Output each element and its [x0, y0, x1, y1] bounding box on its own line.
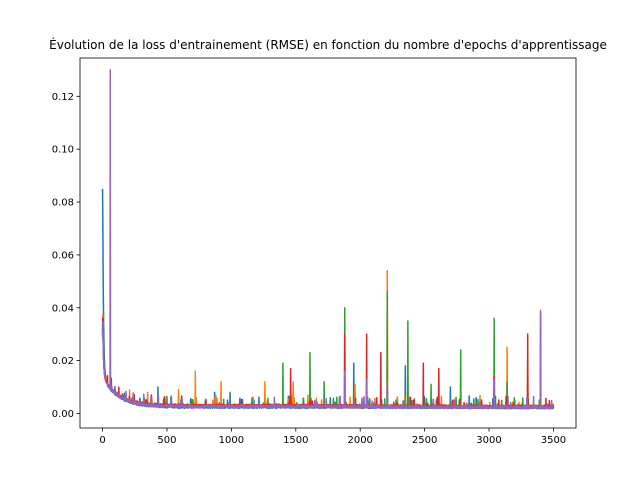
y-tick-label: 0.10 — [52, 145, 74, 156]
x-tick-label: 3500 — [541, 435, 566, 446]
plot-area — [80, 58, 576, 428]
x-tick-label: 3000 — [476, 435, 501, 446]
y-tick-label: 0.06 — [52, 250, 74, 261]
x-tick-label: 0 — [99, 435, 105, 446]
y-tick-label: 0.00 — [52, 409, 74, 420]
y-tick-label: 0.02 — [52, 356, 74, 367]
chart-title: Évolution de la loss d'entrainement (RMS… — [49, 37, 607, 52]
y-tick-label: 0.04 — [52, 303, 74, 314]
axes-frame — [79, 57, 577, 429]
x-tick-label: 2500 — [412, 435, 437, 446]
y-tick-label: 0.12 — [52, 92, 74, 103]
x-tick-label: 1500 — [283, 435, 308, 446]
x-tick-label: 1000 — [219, 435, 244, 446]
x-tick-label: 2000 — [347, 435, 372, 446]
y-tick-label: 0.08 — [52, 198, 74, 209]
axes-layer: 0 500 1000 1500 2000 2500 3000 3500 0.00 0.02 0.04… — [52, 57, 577, 446]
x-tick-label: 500 — [157, 435, 176, 446]
series-line-5 — [101, 69, 555, 410]
series-layer — [101, 69, 555, 410]
